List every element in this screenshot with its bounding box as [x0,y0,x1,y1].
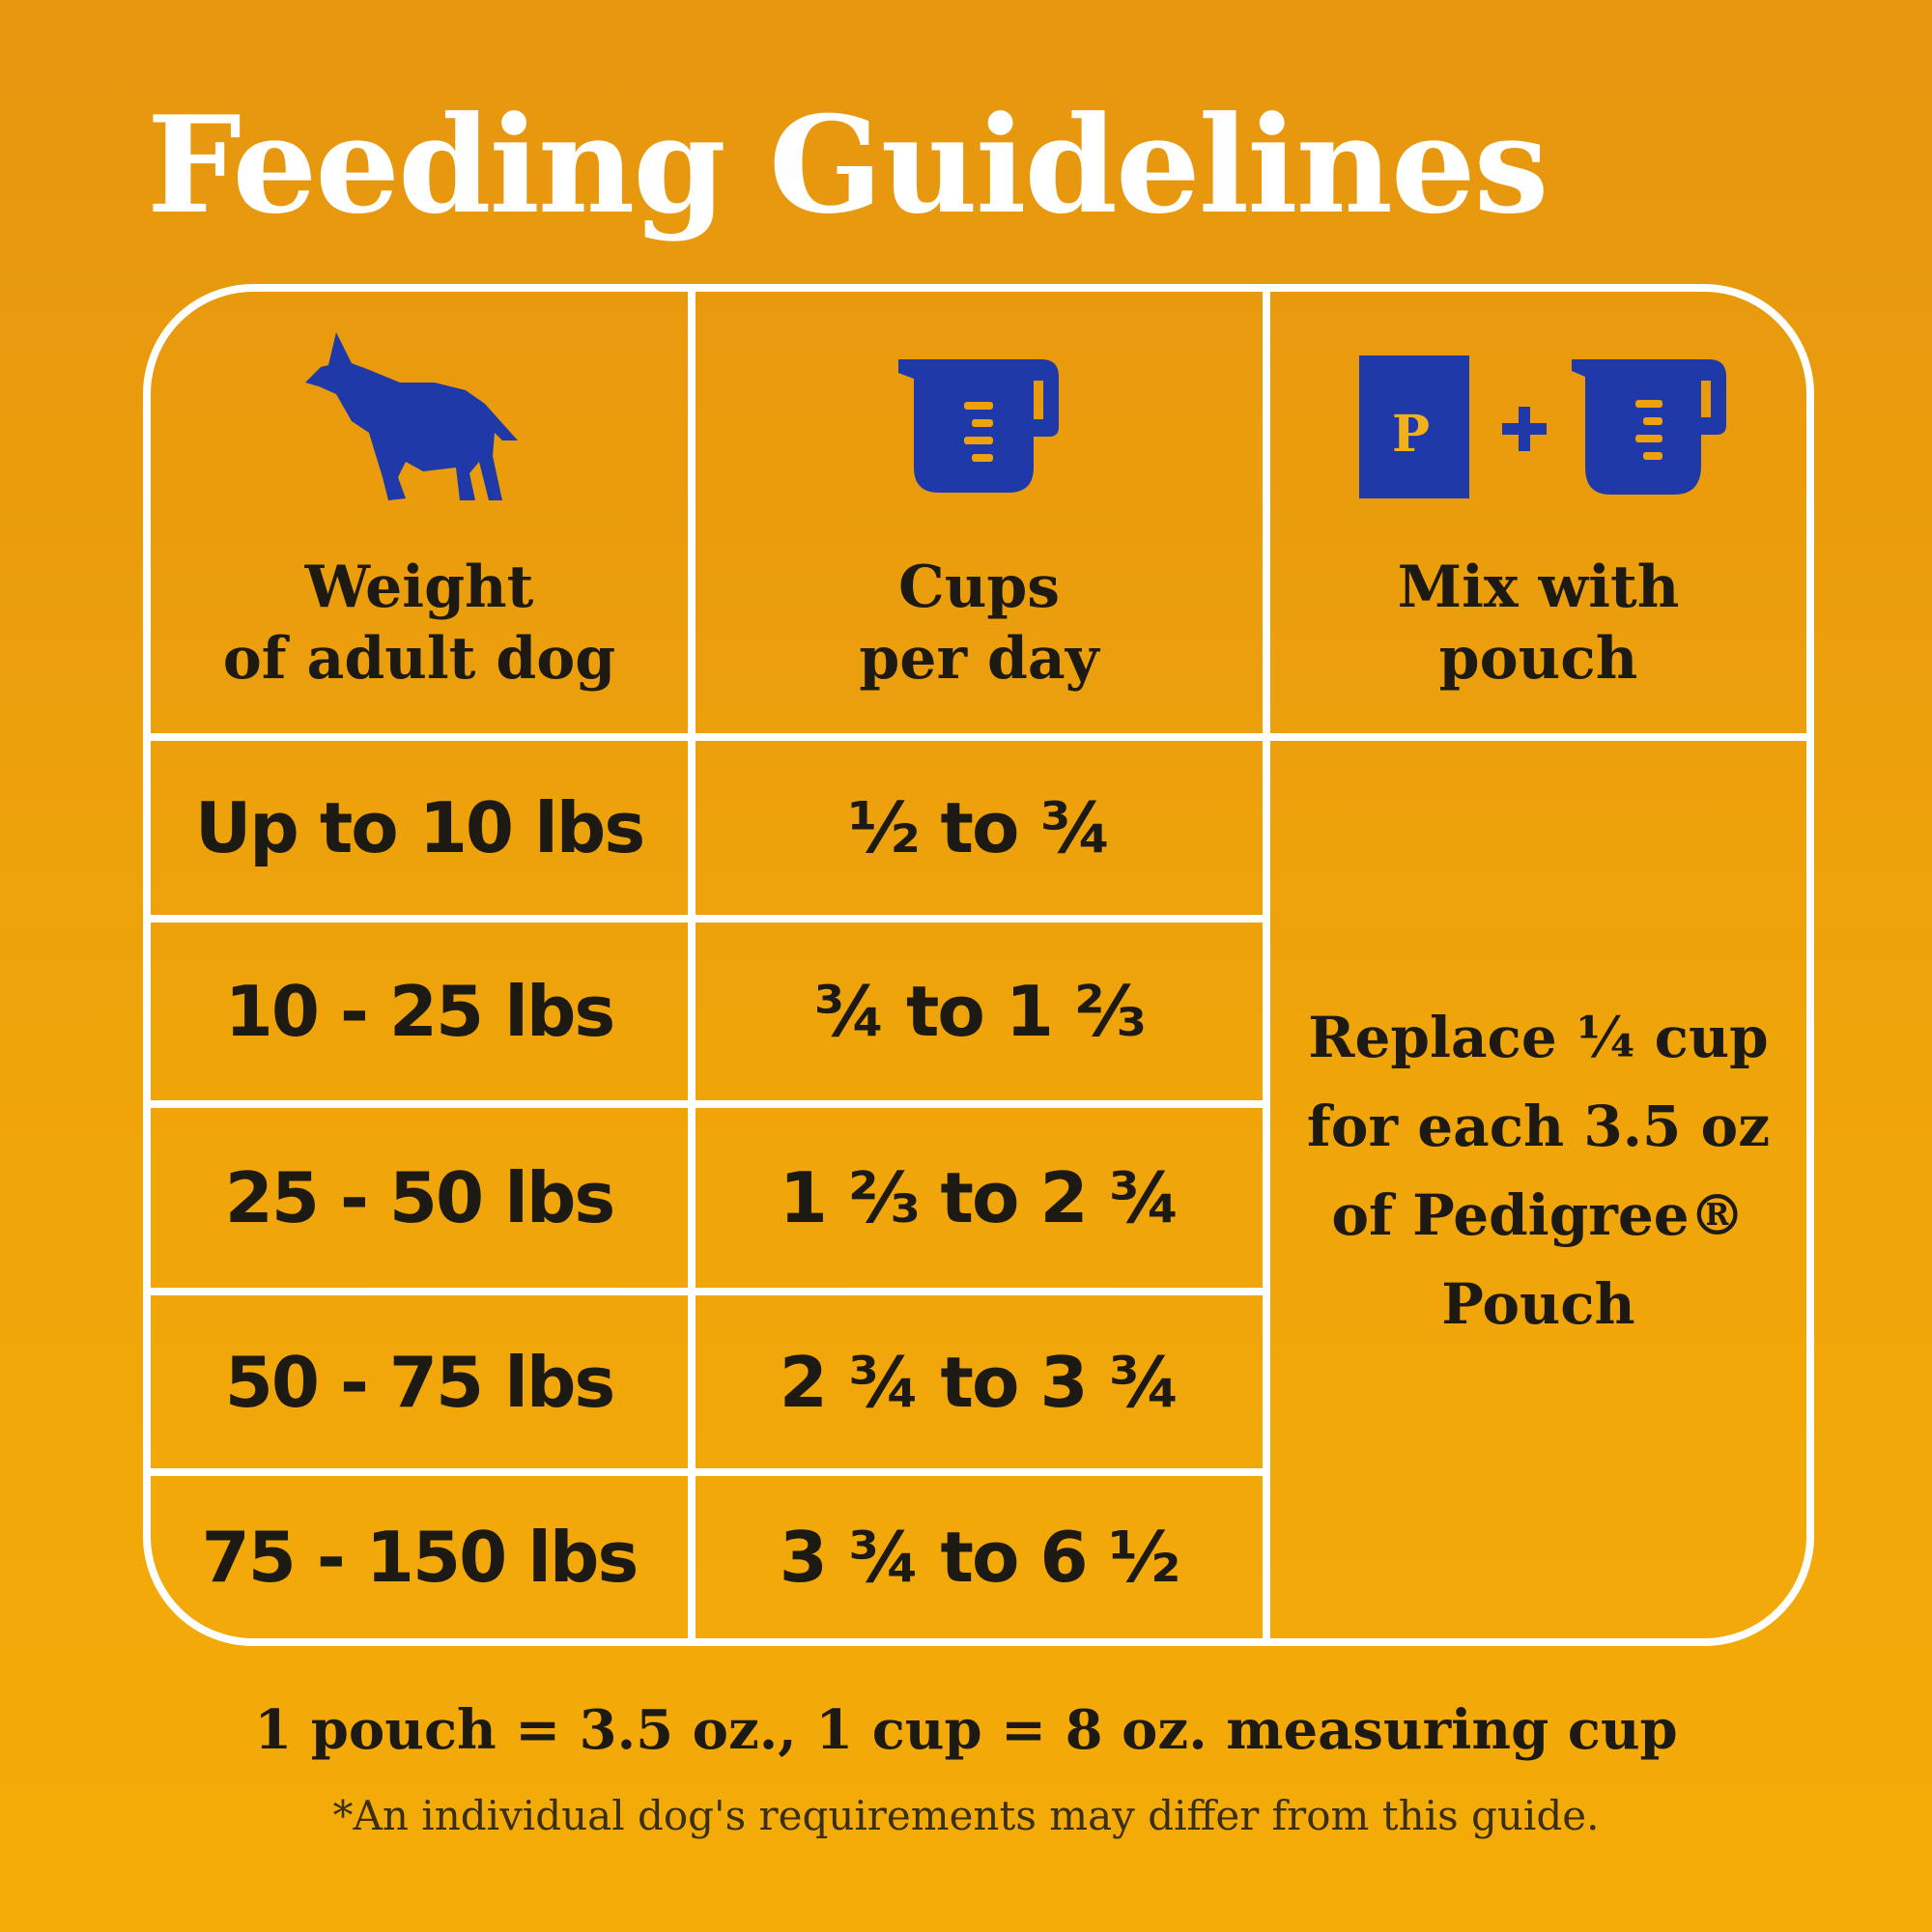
disclaimer: *An individual dog's requirements may di… [332,1792,1600,1839]
mix-note: Replace ¼ cup for each 3.5 oz of Pedigre… [1306,1005,1771,1337]
pouch-label-box [1378,402,1433,464]
header-mix: Mix with pouch [1397,554,1680,693]
cups-cell: ¾ to 1 ⅔ [813,971,1146,1052]
header-cups: Cups per day [859,554,1099,693]
pouch-letter: P [1392,405,1431,464]
cups-cell: 2 ¾ to 3 ¾ [779,1341,1180,1423]
cups-cell: ½ to ¾ [847,787,1112,868]
weight-cell: 50 - 75 lbs [224,1341,616,1423]
header-weight: Weight of adult dog [222,554,616,693]
measuring-cup-icon-small [1572,359,1726,495]
weight-cell: 25 - 50 lbs [224,1157,616,1238]
table-border [143,284,1814,1646]
cups-cell: 1 ⅔ to 2 ¾ [779,1157,1180,1238]
weight-cell: 10 - 25 lbs [224,971,616,1052]
dog-icon [305,332,518,500]
weight-cell: Up to 10 lbs [194,787,645,868]
pouch-plus-cup-icon: P [1357,355,1729,500]
measuring-cup-icon [898,359,1059,493]
conversion-note: 1 pouch = 3.5 oz., 1 cup = 8 oz. measuri… [254,1698,1678,1762]
cups-cell: 3 ¾ to 6 ½ [779,1517,1180,1598]
page-title: Feeding Guidelines [147,86,1548,243]
weight-cell: 75 - 150 lbs [201,1517,639,1598]
